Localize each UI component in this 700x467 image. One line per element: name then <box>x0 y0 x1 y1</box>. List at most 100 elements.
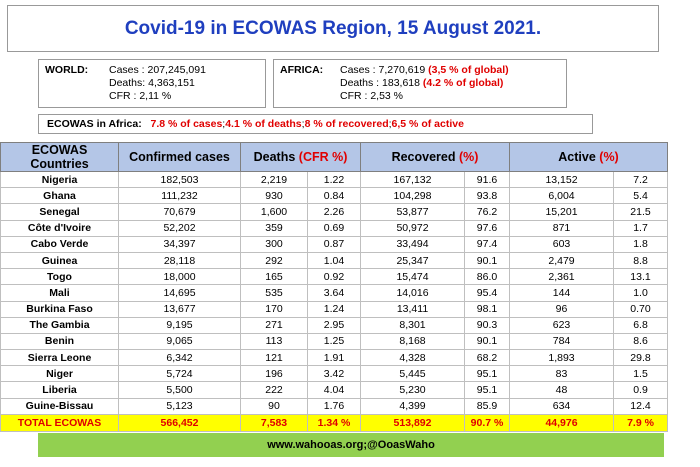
cell-active: 2,479 <box>509 251 614 270</box>
cell-act-pct: 1.5 <box>613 365 668 383</box>
cell-country: The Gambia <box>0 316 119 334</box>
cell-deaths: 930 <box>240 187 308 205</box>
cell-active: 144 <box>509 284 614 302</box>
summary-sep: ; <box>388 118 392 130</box>
cell-rec-pct: 86.0 <box>464 268 510 286</box>
cell-rec-pct: 97.4 <box>464 235 510 253</box>
cell-deaths: 121 <box>240 349 308 367</box>
cell-country: TOTAL ECOWAS <box>0 413 119 432</box>
header-active-label: Active <box>558 150 596 164</box>
cell-deaths: 196 <box>240 365 308 383</box>
cell-act-pct: 1.0 <box>613 284 668 302</box>
cell-deaths: 165 <box>240 268 308 286</box>
africa-cases-line: Cases : 7,270,619 (3,5 % of global) <box>340 64 509 77</box>
cell-cfr: 1.04 <box>307 251 361 270</box>
summary-recovered: 8 % of recovered <box>304 118 389 130</box>
cell-act-pct: 5.4 <box>613 187 668 205</box>
header-recovered-pct: (%) <box>458 150 479 164</box>
summary-deaths: 4.1 % of deaths <box>225 118 302 130</box>
cell-country: Togo <box>0 268 119 286</box>
header-confirmed: Confirmed cases <box>118 142 241 172</box>
cell-rec-pct: 93.8 <box>464 187 510 205</box>
header-active-pct: (%) <box>599 150 619 164</box>
cell-recovered: 5,230 <box>360 381 465 399</box>
cell-cfr: 1.34 % <box>307 413 361 432</box>
cell-rec-pct: 90.1 <box>464 251 510 270</box>
cell-cfr: 0.92 <box>307 268 361 286</box>
table-row: Liberia 5,500 222 4.04 5,230 95.1 48 0.9 <box>0 381 668 399</box>
footer-website-link[interactable]: www.wahooas.org <box>267 439 364 451</box>
table-row: Ghana 111,232 930 0.84 104,298 93.8 6,004 5.4 <box>0 187 668 205</box>
cell-deaths: 2,219 <box>240 170 308 189</box>
cell-recovered: 13,411 <box>360 300 465 318</box>
cell-confirmed: 111,232 <box>118 187 241 205</box>
cell-active: 96 <box>509 300 614 318</box>
header-deaths: Deaths (CFR %) <box>240 142 361 172</box>
cell-act-pct: 8.8 <box>613 251 668 270</box>
cell-country: Côte d'Ivoire <box>0 219 119 237</box>
table-total-row: TOTAL ECOWAS 566,452 7,583 1.34 % 513,892 90.… <box>0 413 668 432</box>
cell-deaths: 170 <box>240 300 308 318</box>
cell-active: 6,004 <box>509 187 614 205</box>
summary-label: ECOWAS in Africa: <box>47 118 142 130</box>
cell-act-pct: 13.1 <box>613 268 668 286</box>
cell-deaths: 1,600 <box>240 203 308 221</box>
ecowas-table: ECOWAS Countries Confirmed cases Deaths … <box>0 142 668 432</box>
cell-act-pct: 21.5 <box>613 203 668 221</box>
cell-cfr: 2.95 <box>307 316 361 334</box>
cell-active: 13,152 <box>509 170 614 189</box>
cell-recovered: 25,347 <box>360 251 465 270</box>
table-row: Burkina Faso 13,677 170 1.24 13,411 98.1 96 0.7… <box>0 300 668 318</box>
cell-deaths: 90 <box>240 397 308 415</box>
world-stats: Cases : 207,245,091 Deaths: 4,363,151 CF… <box>109 64 206 103</box>
cell-country: Mali <box>0 284 119 302</box>
table-row: Sierra Leone 6,342 121 1.91 4,328 68.2 1,893 29… <box>0 349 668 367</box>
africa-deaths-pct: (4.2 % of global) <box>422 77 504 89</box>
cell-confirmed: 182,503 <box>118 170 241 189</box>
cell-rec-pct: 98.1 <box>464 300 510 318</box>
africa-deaths-line: Deaths : 183,618 (4.2 % of global) <box>340 77 509 90</box>
cell-cfr: 0.69 <box>307 219 361 237</box>
cell-recovered: 167,132 <box>360 170 465 189</box>
cell-country: Guinea <box>0 251 119 270</box>
cell-rec-pct: 76.2 <box>464 203 510 221</box>
cell-cfr: 2.26 <box>307 203 361 221</box>
cell-cfr: 3.64 <box>307 284 361 302</box>
cell-confirmed: 14,695 <box>118 284 241 302</box>
cell-recovered: 33,494 <box>360 235 465 253</box>
cell-rec-pct: 95.4 <box>464 284 510 302</box>
cell-cfr: 3.42 <box>307 365 361 383</box>
cell-active: 83 <box>509 365 614 383</box>
cell-cfr: 4.04 <box>307 381 361 399</box>
cell-active: 2,361 <box>509 268 614 286</box>
summary-active: 6,5 % of active <box>391 118 464 130</box>
cell-recovered: 50,972 <box>360 219 465 237</box>
header-recovered: Recovered (%) <box>360 142 510 172</box>
table-header-row: ECOWAS Countries Confirmed cases Deaths … <box>0 142 668 172</box>
cell-deaths: 222 <box>240 381 308 399</box>
cell-recovered: 15,474 <box>360 268 465 286</box>
table-row: Guinea 28,118 292 1.04 25,347 90.1 2,479 8.8 <box>0 251 668 270</box>
world-cases: Cases : 207,245,091 <box>109 64 206 76</box>
cell-cfr: 1.91 <box>307 349 361 367</box>
cell-deaths: 271 <box>240 316 308 334</box>
summary-cases: 7.8 % of cases <box>150 118 223 130</box>
summary-sep: ; <box>222 118 226 130</box>
cell-cfr: 0.84 <box>307 187 361 205</box>
africa-stats: Cases : 7,270,619 (3,5 % of global) Deat… <box>340 64 509 103</box>
cell-act-pct: 1.8 <box>613 235 668 253</box>
cell-recovered: 4,399 <box>360 397 465 415</box>
header-country: ECOWAS Countries <box>0 142 119 172</box>
table-row: Mali 14,695 535 3.64 14,016 95.4 144 1.0 <box>0 284 668 302</box>
cell-confirmed: 6,342 <box>118 349 241 367</box>
cell-cfr: 1.25 <box>307 332 361 351</box>
cell-rec-pct: 90.7 % <box>464 413 510 432</box>
footer-handle[interactable]: @OoasWaho <box>367 439 435 451</box>
cell-country: Nigeria <box>0 170 119 189</box>
cell-rec-pct: 90.3 <box>464 316 510 334</box>
cell-deaths: 292 <box>240 251 308 270</box>
table-row: Niger 5,724 196 3.42 5,445 95.1 83 1.5 <box>0 365 668 383</box>
cell-country: Burkina Faso <box>0 300 119 318</box>
footer-sep: ; <box>363 439 368 451</box>
cell-country: Niger <box>0 365 119 383</box>
